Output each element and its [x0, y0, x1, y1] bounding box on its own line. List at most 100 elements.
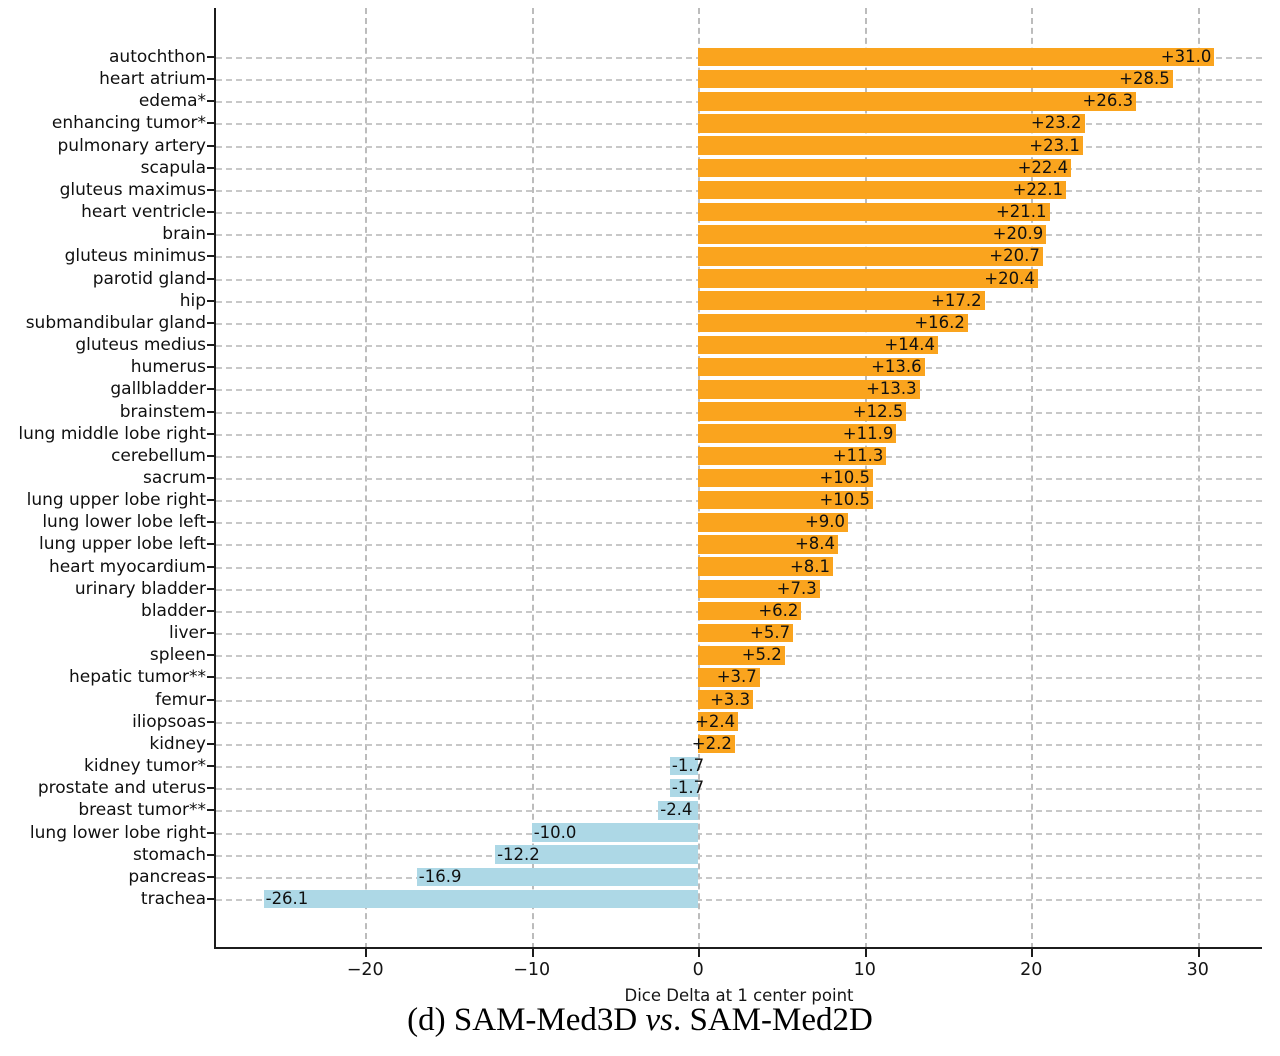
category-label-pancreas: pancreas: [128, 866, 206, 887]
category-label-femur: femur: [155, 689, 206, 710]
bar-lung-lower-lobe-left: [698, 513, 849, 532]
value-label-brainstem: +12.5: [852, 401, 904, 421]
bar-humerus: [698, 357, 925, 377]
category-label-brainstem: brainstem: [119, 401, 206, 422]
value-label-heart-ventricle: +21.1: [995, 202, 1047, 222]
value-label-cerebellum: +11.3: [832, 445, 884, 465]
value-label-iliopsoas: +2.4: [695, 711, 736, 731]
y-tick: [207, 765, 215, 768]
y-tick: [207, 477, 215, 479]
gridline-row: [216, 766, 1262, 769]
category-label-prostate-and-uterus: prostate and uterus: [37, 778, 206, 799]
x-tick: [531, 949, 534, 957]
bar-heart-ventricle: [698, 202, 1050, 222]
y-tick: [207, 366, 215, 369]
category-label-bladder: bladder: [141, 600, 206, 621]
bar-spleen: [698, 646, 785, 665]
category-label-spleen: spleen: [149, 645, 206, 666]
category-label-submandibular-gland: submandibular gland: [25, 312, 206, 333]
y-tick: [207, 654, 215, 657]
y-tick: [207, 543, 215, 546]
category-label-liver: liver: [169, 623, 206, 644]
y-tick: [207, 521, 215, 524]
y-tick: [207, 454, 215, 457]
category-label-heart-myocardium: heart myocardium: [48, 556, 206, 577]
y-tick: [207, 100, 215, 103]
bar-heart-myocardium: [698, 557, 834, 576]
gridline-row: [216, 743, 1262, 746]
value-label-spleen: +5.2: [741, 645, 782, 665]
x-tick-label-30: 30: [1186, 960, 1209, 980]
y-tick: [207, 499, 215, 502]
bar-liver: [698, 623, 794, 643]
value-label-stomach: -12.2: [497, 844, 540, 864]
value-label-heart-myocardium: +8.1: [789, 556, 831, 576]
category-label-edema: edema*: [138, 91, 206, 112]
caption-vs: vs: [645, 1002, 673, 1038]
bar-brainstem: [698, 402, 907, 421]
category-label-heart-atrium: heart atrium: [99, 69, 206, 90]
value-label-kidney-tumor: -1.7: [671, 756, 705, 776]
bar-hip: [698, 291, 985, 310]
category-label-lung-lower-lobe-right: lung lower lobe right: [29, 822, 206, 843]
value-label-gallbladder: +13.3: [866, 379, 917, 399]
bar-stomach: [495, 845, 699, 864]
y-tick: [207, 676, 215, 679]
bar-edema: [698, 92, 1137, 111]
y-tick: [207, 831, 215, 834]
category-label-gluteus-maximus: gluteus maximus: [59, 179, 206, 200]
category-label-parotid-gland: parotid gland: [92, 268, 206, 289]
x-tick-label--10: −10: [513, 960, 551, 980]
value-label-bladder: +6.2: [758, 600, 799, 620]
y-tick: [207, 410, 215, 413]
y-tick: [207, 853, 215, 856]
y-tick: [207, 742, 215, 745]
value-label-edema: +26.3: [1082, 91, 1134, 111]
bar-lung-upper-lobe-right: [698, 490, 874, 510]
value-label-kidney: +2.2: [691, 733, 732, 753]
x-tick: [698, 949, 701, 957]
y-tick: [207, 166, 215, 169]
bar-kidney: [698, 734, 735, 754]
bar-gluteus-medius: [698, 335, 938, 355]
y-tick: [207, 809, 215, 812]
value-label-pulmonary-artery: +23.1: [1029, 135, 1080, 155]
value-label-pancreas: -16.9: [418, 866, 462, 886]
category-label-urinary-bladder: urinary bladder: [74, 578, 206, 599]
bar-heart-atrium: [698, 69, 1173, 89]
y-tick: [207, 875, 215, 878]
value-label-lung-upper-lobe-right: +10.5: [819, 490, 871, 510]
y-tick: [207, 233, 215, 236]
gridline-row: [216, 854, 1262, 857]
category-label-kidney-tumor: kidney tumor*: [84, 756, 206, 777]
value-label-sacrum: +10.5: [819, 468, 871, 487]
bar-iliopsoas: [698, 712, 739, 731]
value-label-gluteus-medius: +14.4: [884, 335, 935, 355]
value-label-hepatic-tumor: +3.7: [716, 667, 757, 687]
value-label-heart-atrium: +28.5: [1119, 69, 1170, 89]
bar-breast-tumor: [658, 801, 699, 820]
value-label-scapula: +22.4: [1017, 157, 1069, 177]
y-tick: [207, 720, 215, 723]
bar-prostate-and-uterus: [669, 778, 699, 798]
plot-area: [214, 8, 1262, 949]
y-tick: [207, 787, 215, 790]
x-tick: [864, 949, 867, 957]
category-label-autochthon: autochthon: [109, 47, 206, 67]
y-tick: [207, 565, 215, 568]
bar-enhancing-tumor: [698, 114, 1085, 133]
bar-bladder: [698, 601, 802, 621]
category-label-cerebellum: cerebellum: [111, 445, 206, 466]
caption-prefix: (d) SAM-Med3D: [407, 1002, 646, 1038]
category-label-humerus: humerus: [130, 357, 206, 378]
bar-hepatic-tumor: [698, 668, 760, 687]
bar-lung-middle-lobe-right: [698, 424, 897, 443]
y-tick: [207, 188, 215, 191]
x-tick-label-10: 10: [853, 960, 876, 980]
category-label-gallbladder: gallbladder: [110, 379, 206, 400]
y-tick: [207, 122, 215, 125]
x-tick: [1031, 949, 1034, 957]
y-tick: [207, 609, 215, 612]
category-label-pulmonary-artery: pulmonary artery: [57, 135, 206, 156]
bar-lung-lower-lobe-right: [531, 823, 699, 842]
